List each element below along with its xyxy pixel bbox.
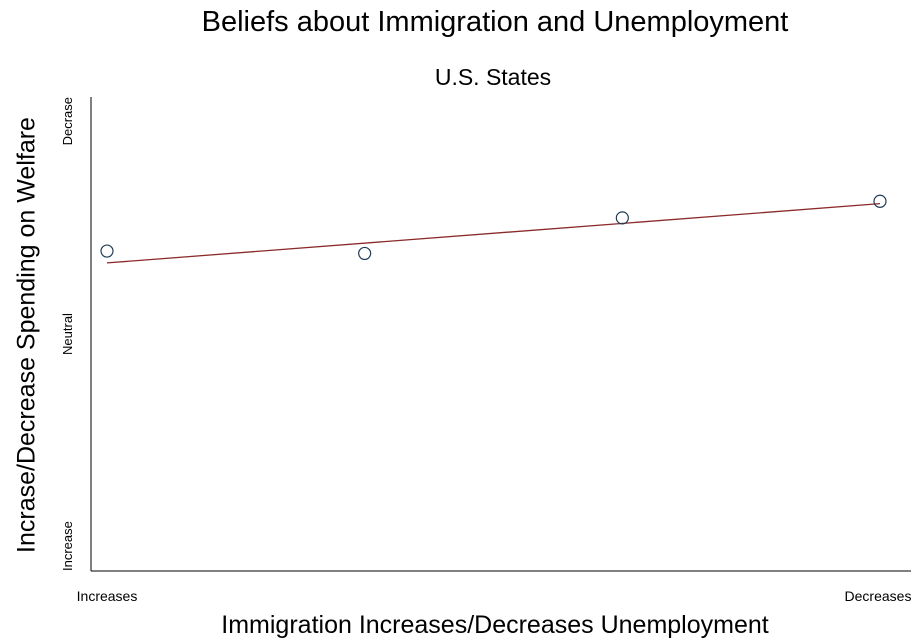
- y-tick-label: Increase: [60, 521, 75, 571]
- trendline: [106, 203, 881, 264]
- trendline-group: [106, 203, 881, 264]
- y-tick-label: Neutral: [60, 313, 75, 355]
- chart-subtitle: U.S. States: [434, 64, 552, 90]
- data-point: [873, 194, 887, 208]
- data-point: [615, 211, 629, 225]
- axes: [90, 97, 911, 572]
- points-group: [100, 194, 887, 261]
- tick-labels: Increases Decreases Increase Neutral Decrase: [60, 97, 911, 604]
- x-tick-label: Decreases: [845, 588, 912, 604]
- x-axis-label: Immigration Increases/Decreases Unemploy…: [221, 611, 769, 639]
- x-tick-label: Increases: [77, 588, 138, 604]
- chart-title: Beliefs about Immigration and Unemployme…: [201, 6, 789, 38]
- data-point: [358, 246, 372, 261]
- data-point: [100, 244, 114, 258]
- y-tick-label: Decrase: [60, 97, 75, 145]
